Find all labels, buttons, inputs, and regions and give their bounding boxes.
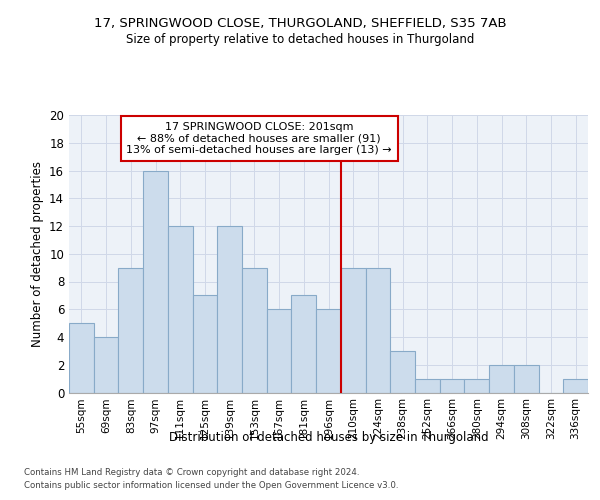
Bar xyxy=(217,226,242,392)
Bar xyxy=(440,378,464,392)
Bar xyxy=(242,268,267,392)
Bar xyxy=(292,296,316,392)
Bar xyxy=(390,351,415,393)
Text: Contains public sector information licensed under the Open Government Licence v3: Contains public sector information licen… xyxy=(24,480,398,490)
Bar xyxy=(168,226,193,392)
Bar xyxy=(193,296,217,392)
Bar xyxy=(69,323,94,392)
Bar xyxy=(464,378,489,392)
Bar xyxy=(143,170,168,392)
Bar xyxy=(316,309,341,392)
Bar xyxy=(514,365,539,392)
Bar xyxy=(563,378,588,392)
Text: 17 SPRINGWOOD CLOSE: 201sqm
← 88% of detached houses are smaller (91)
13% of sem: 17 SPRINGWOOD CLOSE: 201sqm ← 88% of det… xyxy=(127,122,392,155)
Bar xyxy=(267,309,292,392)
Text: Distribution of detached houses by size in Thurgoland: Distribution of detached houses by size … xyxy=(169,431,488,444)
Bar xyxy=(341,268,365,392)
Bar xyxy=(118,268,143,392)
Bar xyxy=(489,365,514,392)
Bar xyxy=(365,268,390,392)
Y-axis label: Number of detached properties: Number of detached properties xyxy=(31,161,44,347)
Bar xyxy=(94,337,118,392)
Bar xyxy=(415,378,440,392)
Text: Size of property relative to detached houses in Thurgoland: Size of property relative to detached ho… xyxy=(126,32,474,46)
Text: 17, SPRINGWOOD CLOSE, THURGOLAND, SHEFFIELD, S35 7AB: 17, SPRINGWOOD CLOSE, THURGOLAND, SHEFFI… xyxy=(94,18,506,30)
Text: Contains HM Land Registry data © Crown copyright and database right 2024.: Contains HM Land Registry data © Crown c… xyxy=(24,468,359,477)
